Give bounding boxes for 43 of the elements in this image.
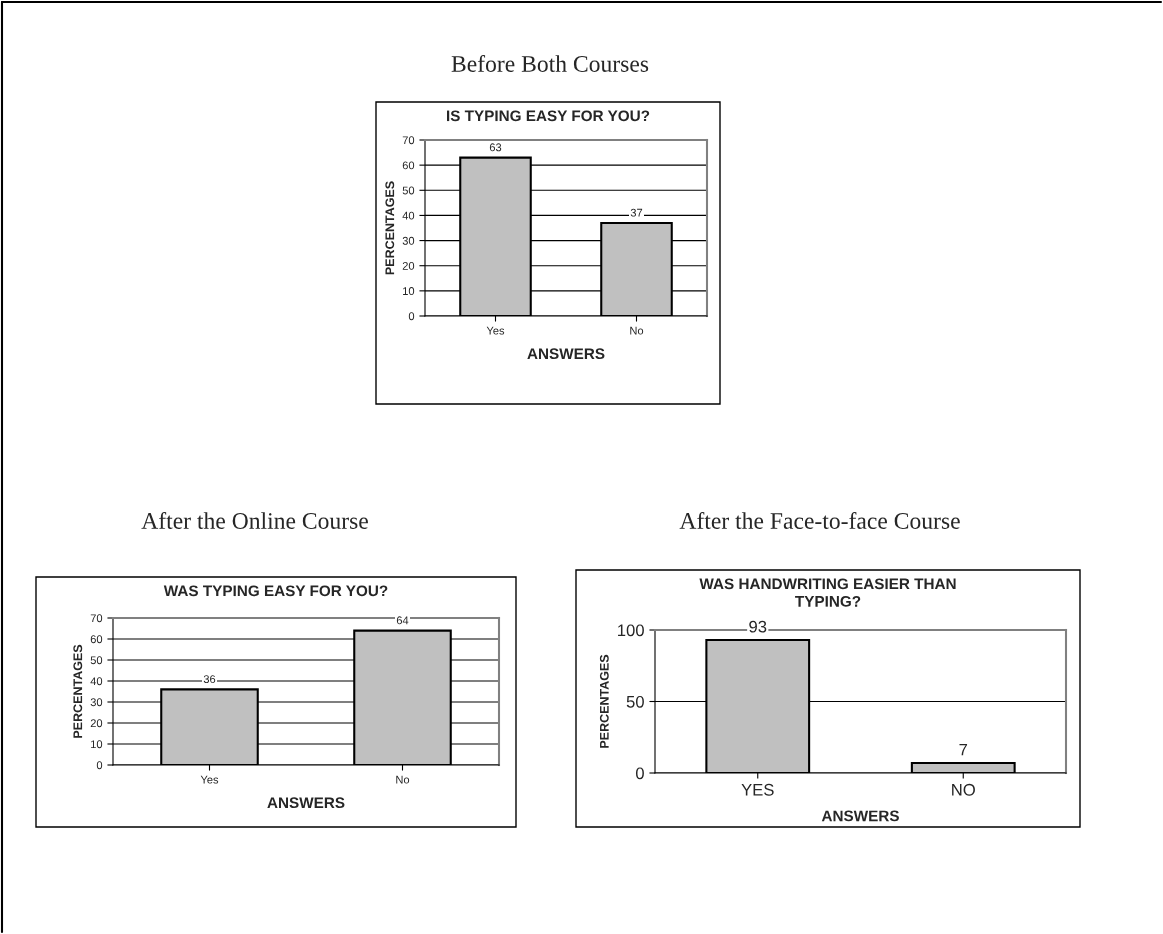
y-tick-label: 30 [402, 236, 415, 245]
data-label: 36 [203, 675, 216, 684]
x-tick-label: NO [952, 783, 975, 796]
y-tick-label: 60 [402, 161, 415, 170]
y-tick-label: 50 [90, 656, 103, 665]
y-tick-label: 0 [635, 767, 644, 780]
y-tick-label: 30 [90, 698, 103, 707]
y-tick-label: 20 [402, 261, 415, 270]
data-label: 7 [959, 743, 968, 756]
y-tick-label: 50 [626, 695, 644, 708]
x-tick-label: YES [741, 783, 774, 796]
chart-subtitle: After the Online Course [141, 512, 368, 529]
data-label: 64 [396, 616, 409, 625]
y-tick-label: 40 [90, 677, 103, 686]
y-tick-label: 0 [408, 312, 415, 321]
data-label: 63 [489, 143, 502, 152]
chart-title: WAS TYPING EASY FOR YOU? [163, 585, 388, 597]
y-tick-label: 10 [403, 287, 415, 295]
data-label: 37 [630, 208, 643, 217]
x-tick-label: Yes [486, 326, 505, 335]
y-tick-label: 70 [402, 136, 415, 145]
chart-title: IS TYPING EASY FOR YOU? [447, 110, 650, 122]
y-tick-label: 10 [91, 740, 103, 749]
y-tick-label: 60 [90, 635, 103, 644]
y-axis-title: PERCENTAGES [73, 644, 83, 738]
x-tick-label: No [630, 326, 644, 335]
y-axis-title: PERCENTAGES [385, 181, 395, 275]
y-tick-label: 0 [96, 761, 103, 770]
x-tick-label: Yes [200, 775, 219, 784]
x-axis-title: ANSWERS [821, 810, 899, 822]
x-axis-title: ANSWERS [267, 797, 345, 809]
chart-title: WAS HANDWRITING EASIER THAN TYPING? [699, 578, 956, 607]
y-tick-label: 20 [90, 719, 103, 728]
x-tick-label: No [396, 775, 410, 784]
y-tick-label: 70 [90, 614, 103, 623]
data-label: 93 [749, 620, 767, 633]
y-tick-label: 100 [618, 624, 644, 637]
y-axis-title: PERCENTAGES [599, 654, 609, 748]
y-tick-label: 50 [402, 186, 415, 195]
chart-subtitle: After the Face-to-face Course [679, 512, 960, 529]
chart-subtitle: Before Both Courses [451, 55, 649, 72]
y-tick-label: 40 [402, 211, 415, 220]
x-axis-title: ANSWERS [527, 348, 605, 360]
